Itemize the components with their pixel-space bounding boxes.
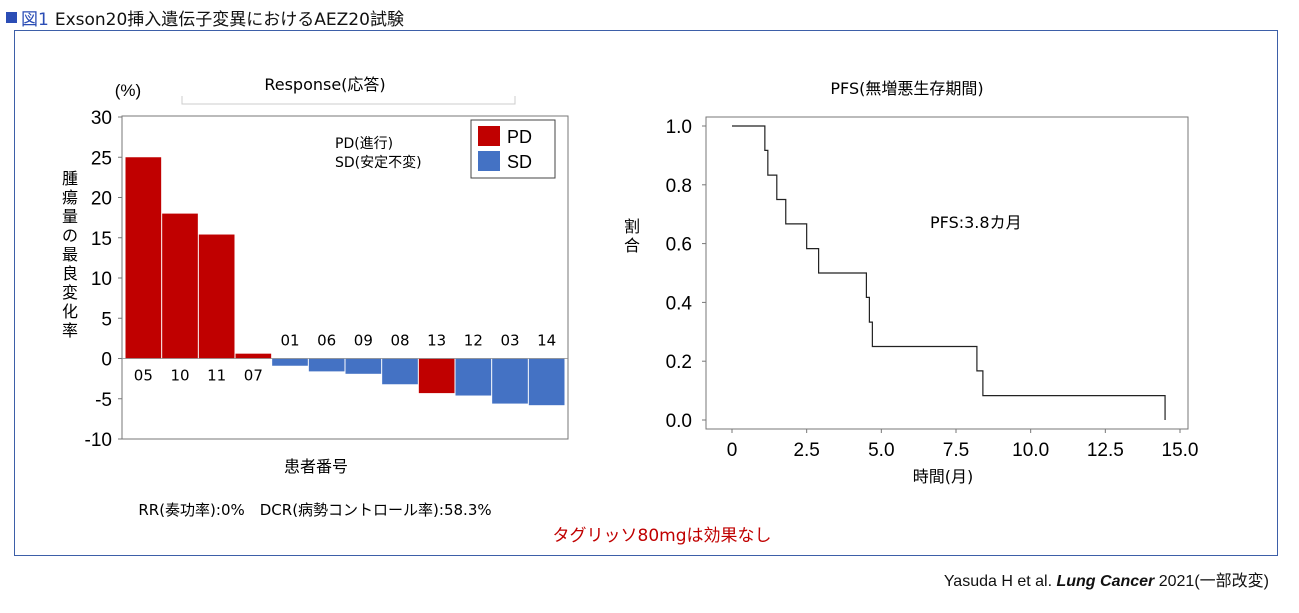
y-tick-label: 1.0 <box>666 117 692 138</box>
citation-authors: Yasuda H et al. <box>943 573 1053 590</box>
bar-05 <box>125 157 162 359</box>
bar-07 <box>235 353 272 359</box>
citation-journal: Lung Cancer <box>1056 573 1155 590</box>
y-axis-label: 腫瘍量の最良変化率 <box>62 169 78 340</box>
left-chart: Response(応答) (%) 腫瘍量の最良変化率 患者番号 -10-5051… <box>62 75 569 519</box>
x-tick-label: 7.5 <box>943 440 969 461</box>
conclusion-text: タグリッソ80mgは効果なし <box>553 526 772 546</box>
x-tick-label: 2.5 <box>793 440 819 461</box>
bar-14 <box>528 358 565 406</box>
y-tick-label: 10 <box>91 269 112 290</box>
right-plot-box <box>705 116 1189 430</box>
square-bullet-icon <box>6 11 17 23</box>
km-curve-line <box>732 125 1166 420</box>
y-tick-label: 0.8 <box>666 176 692 197</box>
bar-09 <box>345 358 382 374</box>
bar-06 <box>308 358 345 372</box>
y-tick-label: 0 <box>101 350 112 371</box>
bar-12 <box>455 358 492 396</box>
x-tick-label: 12.5 <box>1087 440 1124 461</box>
category-label: 01 <box>280 332 299 350</box>
response-label: Response(応答) <box>264 75 385 94</box>
bar-08 <box>382 358 418 385</box>
bar-13 <box>418 358 455 394</box>
category-label: 11 <box>207 367 226 385</box>
response-bracket <box>181 96 516 105</box>
citation: Yasuda H et al. Lung Cancer 2021(一部改変) <box>944 567 1269 591</box>
right-x-axis-label: 時間(月) <box>913 467 974 486</box>
category-label: 12 <box>464 332 483 350</box>
category-label: 08 <box>390 332 409 350</box>
x-tick-label: 15.0 <box>1162 440 1199 461</box>
y-tick-label: 0.2 <box>666 352 692 373</box>
pfs-title: PFS(無増悪生存期間) <box>830 79 983 98</box>
category-label: 10 <box>170 367 189 385</box>
y-tick-label: -5 <box>95 390 112 411</box>
legend-label-sd: SD <box>507 152 532 172</box>
legend-text-sd: SD(安定不変) <box>335 154 422 171</box>
y-tick-label: -10 <box>85 430 112 451</box>
figure-label: 図1 <box>21 9 49 30</box>
category-label: 03 <box>500 332 519 350</box>
y-unit-label: (%) <box>115 81 141 100</box>
legend-label-pd: PD <box>507 127 532 147</box>
category-label: 09 <box>354 332 373 350</box>
y-tick-label: 0.4 <box>666 293 693 314</box>
category-label: 06 <box>317 332 336 350</box>
category-label: 13 <box>427 332 446 350</box>
bar-11 <box>198 234 235 359</box>
bar-10 <box>162 213 198 359</box>
y-tick-label: 0.0 <box>666 411 692 432</box>
bar-01 <box>272 358 308 366</box>
figure-title-text: Exson20挿入遺伝子変異におけるAEZ20試験 <box>54 9 404 30</box>
y-tick-label: 0.6 <box>666 235 692 256</box>
legend-text-pd: PD(進行) <box>335 136 393 152</box>
legend-swatch-pd <box>478 126 500 146</box>
citation-rest: 2021(一部改変) <box>1158 573 1269 590</box>
x-tick-label: 5.0 <box>868 440 894 461</box>
right-chart: PFS(無増悪生存期間) 割合 時間(月) PFS:3.8カ月 0.0 0.2 0.… <box>624 79 1199 486</box>
legend-swatch-sd <box>478 151 500 171</box>
y-tick-label: 5 <box>101 309 112 330</box>
y-tick-label: 15 <box>91 229 112 250</box>
bar-03 <box>492 358 528 404</box>
figure-title: 図1 Exson20挿入遺伝子変異におけるAEZ20試験 <box>6 6 404 30</box>
figure-frame <box>14 30 1278 556</box>
right-y-axis-label: 割合 <box>624 217 640 255</box>
category-label: 14 <box>537 332 556 350</box>
y-tick-label: 30 <box>91 108 112 129</box>
x-axis-label: 患者番号 <box>284 457 348 476</box>
category-label: 05 <box>134 367 153 385</box>
x-tick-label: 10.0 <box>1012 440 1049 461</box>
y-tick-label: 25 <box>91 148 112 169</box>
category-label: 07 <box>244 367 263 385</box>
y-tick-label: 20 <box>91 189 112 210</box>
x-tick-label: 0 <box>727 440 738 461</box>
pfs-annotation: PFS:3.8カ月 <box>930 213 1022 232</box>
stats-text: RR(奏功率):0% DCR(病勢コントロール率):58.3% <box>138 501 491 519</box>
